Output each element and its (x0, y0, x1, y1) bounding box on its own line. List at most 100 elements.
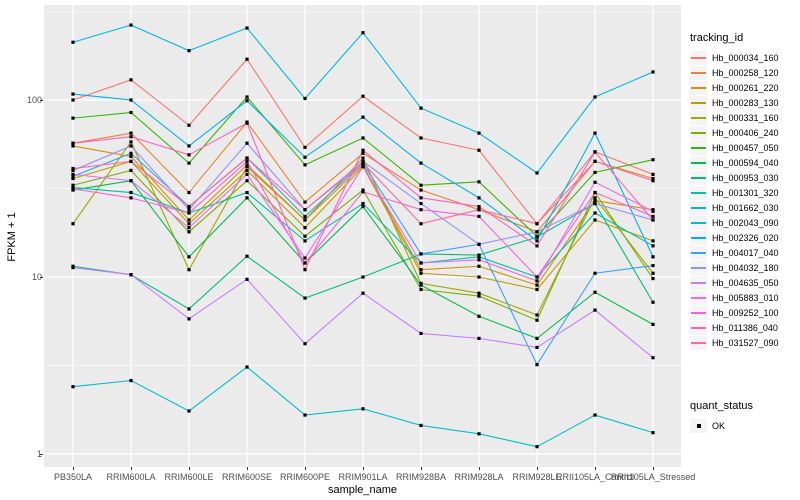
data-point (593, 150, 597, 154)
x-tick-label: RRII105LA_Stressed (610, 472, 696, 482)
data-point (71, 144, 75, 148)
data-point (303, 218, 307, 222)
legend-entry-label: Hb_000261_220 (712, 82, 779, 93)
legend-entry-label: OK (712, 420, 726, 431)
legend-entry: Hb_001301_320 (690, 185, 798, 200)
legend-entry-label: Hb_031527_090 (712, 337, 779, 348)
y-tick-label: 10 (31, 272, 42, 282)
data-point (651, 255, 655, 259)
data-point (593, 201, 597, 206)
data-point (535, 445, 539, 449)
data-point (419, 281, 423, 286)
legend-key-line-icon (690, 155, 707, 170)
data-point (71, 98, 75, 102)
legend-entry-label: Hb_000034_160 (712, 52, 779, 63)
legend-key-line-icon (690, 170, 707, 185)
data-point (71, 176, 75, 181)
legend-key-line-icon (690, 65, 707, 80)
data-point (651, 208, 655, 212)
data-point (593, 190, 597, 195)
legend-key-line-icon (690, 290, 707, 305)
data-point (129, 190, 133, 195)
data-point (303, 256, 307, 260)
legend-key-line-icon (690, 275, 707, 290)
x-tick-mark (363, 467, 364, 470)
data-point (71, 172, 75, 176)
data-point (129, 135, 133, 139)
data-point (129, 110, 133, 115)
data-point (245, 99, 249, 103)
legend-title-quant-status: quant_status (690, 400, 753, 412)
legend-entry-label: Hb_000283_130 (712, 97, 779, 108)
data-point (593, 211, 597, 215)
y-tick-mark (40, 277, 43, 278)
data-point (245, 156, 249, 160)
legend-key-line-icon (690, 320, 707, 335)
data-point (651, 158, 655, 162)
data-point (477, 208, 481, 212)
legend-key-line-icon (690, 50, 707, 65)
data-point (303, 413, 307, 417)
legend-entry: Hb_009252_100 (690, 305, 798, 320)
data-point (187, 144, 191, 148)
data-point (187, 211, 191, 215)
data-point (651, 70, 655, 74)
data-point (303, 208, 307, 212)
data-point (477, 314, 481, 318)
data-point (303, 226, 307, 230)
legend-entry-label: Hb_002326_020 (712, 232, 779, 243)
data-point (245, 95, 249, 99)
legend-entry: Hb_000953_030 (690, 170, 798, 185)
data-point (361, 165, 365, 169)
x-tick-mark (131, 467, 132, 470)
y-axis-title: FPKM + 1 (6, 212, 18, 262)
x-tick-mark (537, 467, 538, 470)
legend-entry: Hb_005883_010 (690, 290, 798, 305)
data-point (651, 214, 655, 218)
data-point (477, 214, 481, 218)
data-point (651, 276, 655, 281)
data-point (361, 159, 365, 163)
legend-entry-label: Hb_000953_030 (712, 172, 779, 183)
data-point (187, 218, 191, 222)
data-point (477, 131, 481, 135)
data-point (71, 222, 75, 226)
legend-key-line-icon (690, 305, 707, 320)
x-tick-mark (305, 467, 306, 470)
data-point (419, 423, 423, 428)
data-point (535, 287, 539, 292)
data-point (129, 131, 133, 135)
legend-entry: Hb_000261_220 (690, 80, 798, 95)
data-point (361, 204, 365, 209)
data-point (477, 336, 481, 340)
legend-entry: Hb_011386_040 (690, 320, 798, 335)
data-point (187, 409, 191, 413)
data-point (419, 283, 423, 287)
data-point (651, 244, 655, 248)
y-tick-mark (40, 100, 43, 101)
x-tick-label: RRIM600PE (279, 472, 331, 482)
data-point (535, 283, 539, 287)
data-point (419, 252, 423, 256)
legend-key-line-icon (690, 260, 707, 275)
legend-key-line-icon (690, 230, 707, 245)
data-point (361, 188, 365, 192)
data-point (71, 183, 75, 187)
data-point (245, 190, 249, 195)
data-point (303, 155, 307, 159)
x-tick-mark (595, 467, 596, 470)
data-point (187, 268, 191, 272)
data-point (71, 141, 75, 145)
data-point (419, 106, 423, 110)
legend-entry-label: Hb_000457_050 (712, 142, 779, 153)
data-point (535, 230, 539, 234)
data-point (419, 201, 423, 206)
legend-tracking-id: tracking_id Hb_000034_160 Hb_000258_120 Hb… (690, 32, 798, 350)
data-point (129, 98, 133, 102)
data-point (245, 159, 249, 163)
data-point (361, 136, 365, 140)
data-point (187, 204, 191, 209)
data-point (477, 255, 481, 259)
x-tick-mark (479, 467, 480, 470)
legend-entry-label: Hb_001662_030 (712, 202, 779, 213)
